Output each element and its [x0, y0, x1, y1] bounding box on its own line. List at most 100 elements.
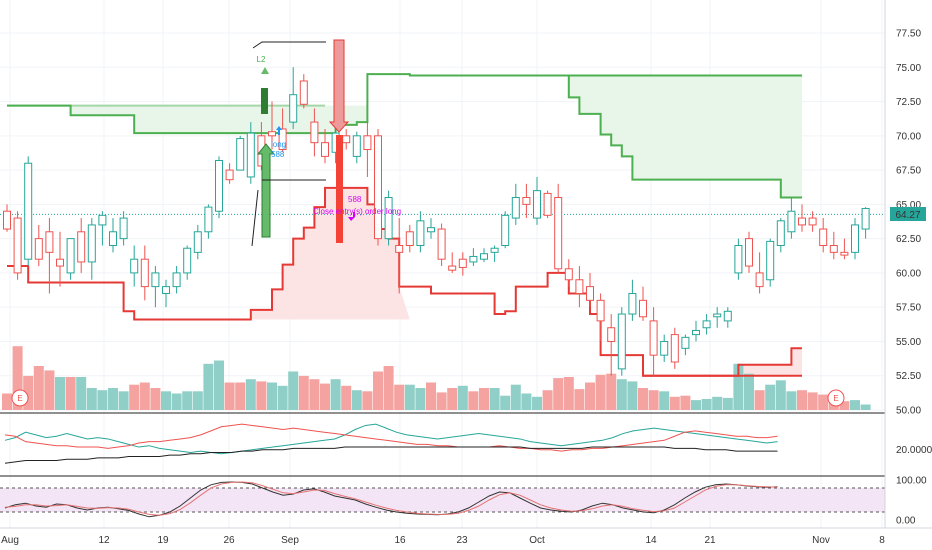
volume-bar [850, 400, 860, 410]
volume-bar [648, 390, 659, 410]
candle-body [299, 80, 308, 105]
volume-bars [2, 346, 871, 410]
x-tick-label: Aug [1, 535, 19, 546]
price-tick-label: 60.00 [896, 268, 921, 279]
candle-body [734, 244, 743, 274]
candle-body [554, 197, 563, 270]
last-price-label: 64.27 [895, 210, 920, 221]
volume-bar [118, 391, 129, 410]
candle-body [66, 238, 75, 274]
candle-body [310, 121, 319, 144]
x-tick-label: 26 [223, 535, 235, 546]
price-tick-label: 65.00 [896, 200, 921, 211]
volume-bar [426, 382, 436, 410]
volume-bar [330, 379, 341, 410]
volume-bar [638, 388, 648, 410]
earnings-marker-next-label: E [833, 394, 838, 403]
green-stop-line-late [558, 74, 802, 199]
volume-bar [616, 379, 627, 410]
volume-bar [76, 377, 87, 410]
volume-bar [267, 382, 277, 410]
price-tick-label: 62.50 [896, 234, 921, 245]
volume-bar [33, 366, 44, 410]
candle-body [522, 197, 531, 205]
candle-body [427, 227, 435, 233]
volume-bar [606, 373, 617, 410]
earnings-marker-next[interactable] [827, 389, 845, 407]
volume-bar [691, 400, 701, 410]
volume-bar [468, 391, 479, 410]
long-label: long [271, 140, 286, 149]
signal-candle-green [261, 88, 268, 114]
stoch-k-line [4, 481, 778, 518]
volume-bar [320, 383, 330, 410]
candle-body [98, 214, 107, 226]
volume-bar [627, 381, 638, 410]
volume-bar [733, 363, 744, 410]
candle-body [437, 228, 446, 260]
candle-body [501, 214, 510, 246]
volume-bar [669, 396, 680, 410]
x-tick-label: 12 [98, 535, 110, 546]
close-exit-arrow [328, 39, 350, 133]
volume-bar [542, 390, 553, 410]
volume-bar [797, 390, 807, 410]
candle-body [140, 258, 149, 288]
volume-bar [309, 379, 320, 410]
price-tick-label: 75.00 [896, 63, 921, 74]
candle-body [670, 334, 679, 363]
volume-bar [807, 392, 818, 410]
volume-bar [2, 393, 12, 410]
price-tick-label: 77.50 [896, 29, 921, 40]
long-qty-label: 588 [271, 150, 285, 159]
candle-body [861, 207, 870, 230]
red-stop-line [7, 186, 802, 377]
candle-body [268, 131, 276, 137]
volume-bar [839, 401, 850, 410]
candle-body [607, 327, 616, 342]
stoch-band [0, 488, 885, 512]
volume-bar [754, 390, 765, 410]
volume-bar [595, 374, 606, 410]
signal-candle-red [336, 135, 343, 243]
adx-tick-label: 20.0000 [896, 445, 932, 456]
volume-bar [722, 397, 733, 410]
price-tick-label: 52.50 [896, 371, 921, 382]
volume-bar [479, 388, 489, 410]
earnings-marker[interactable] [11, 389, 29, 407]
candle-body [236, 138, 245, 171]
candle-body [713, 313, 722, 318]
candle-body [511, 197, 520, 219]
candle-body [215, 159, 223, 212]
candle-body [87, 224, 96, 263]
candle-body [130, 258, 139, 274]
candle-body [851, 224, 859, 253]
volume-bar [182, 391, 193, 410]
volume-bar [214, 360, 224, 410]
candle-body [798, 217, 806, 226]
volume-bar [404, 384, 415, 410]
volume-bar [415, 388, 426, 410]
volume-bar [55, 377, 65, 410]
volume-bar [86, 388, 97, 410]
candle-body [172, 272, 181, 288]
candle-body [681, 336, 690, 349]
candle-body [3, 210, 11, 230]
volume-bar [574, 389, 585, 410]
x-tick-label: 21 [704, 535, 716, 546]
candle-body [660, 340, 669, 356]
volume-bar [224, 382, 235, 410]
volume-bar [383, 366, 394, 410]
candle-body [374, 135, 382, 240]
volume-bar [373, 371, 383, 410]
candle-body [45, 231, 54, 253]
price-tick-label: 55.00 [896, 337, 921, 348]
l2-marker [261, 67, 269, 74]
long-marker-icon [276, 126, 282, 135]
volume-bar [701, 399, 712, 410]
candle-body [766, 240, 775, 281]
close-marker-icon [348, 212, 355, 221]
candle-body [469, 255, 478, 263]
volume-bar [245, 379, 256, 410]
